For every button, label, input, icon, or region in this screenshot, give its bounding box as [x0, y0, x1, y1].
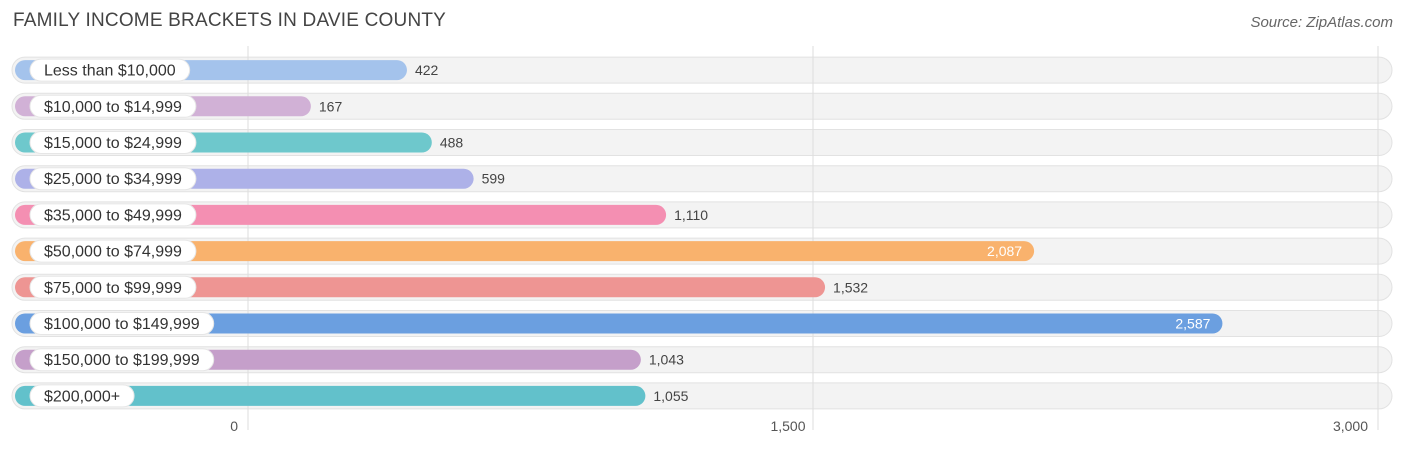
- value-label: 167: [319, 98, 343, 114]
- category-label: $50,000 to $74,999: [44, 244, 182, 261]
- category-label: Less than $10,000: [44, 63, 176, 80]
- value-label: 2,587: [1175, 316, 1210, 332]
- value-label: 1,110: [674, 207, 708, 223]
- value-label: 1,055: [653, 388, 688, 404]
- value-label: 2,087: [987, 243, 1022, 259]
- bar: [15, 241, 1035, 262]
- category-label: $75,000 to $99,999: [44, 280, 182, 297]
- x-tick-label: 3,000: [1333, 418, 1368, 434]
- bar: [15, 385, 646, 406]
- value-label: 488: [440, 135, 464, 151]
- source-credit: Source: ZipAtlas.com: [1250, 14, 1393, 31]
- category-label: $200,000+: [44, 388, 120, 405]
- bar: [15, 313, 1223, 334]
- chart-title: FAMILY INCOME BRACKETS IN DAVIE COUNTY: [13, 10, 447, 31]
- category-label-pill: [29, 131, 197, 154]
- category-label: $35,000 to $49,999: [44, 207, 182, 224]
- category-label-pill: [29, 203, 197, 227]
- category-label-pill: [29, 312, 215, 335]
- category-label-pill: [29, 239, 197, 263]
- category-label-pill: [29, 167, 197, 191]
- row-track: [11, 92, 1393, 120]
- value-label: 1,532: [833, 279, 868, 295]
- bar: [15, 277, 826, 298]
- value-label: 1,043: [649, 352, 684, 368]
- category-label-pill: [29, 275, 197, 299]
- category-label: $25,000 to $34,999: [44, 171, 182, 188]
- category-label-pill: [29, 94, 197, 118]
- category-label-pill: [29, 384, 135, 408]
- x-tick-label: 1,500: [770, 418, 805, 434]
- category-label-pill: [29, 348, 215, 372]
- category-label: $100,000 to $149,999: [44, 316, 200, 333]
- value-label: 599: [482, 171, 506, 187]
- x-tick-label: 0: [230, 418, 238, 434]
- value-label: 422: [415, 62, 439, 78]
- category-label: $15,000 to $24,999: [44, 135, 182, 152]
- category-label: $10,000 to $14,999: [44, 99, 182, 116]
- category-label-pill: [29, 58, 191, 82]
- category-label: $150,000 to $199,999: [44, 352, 200, 369]
